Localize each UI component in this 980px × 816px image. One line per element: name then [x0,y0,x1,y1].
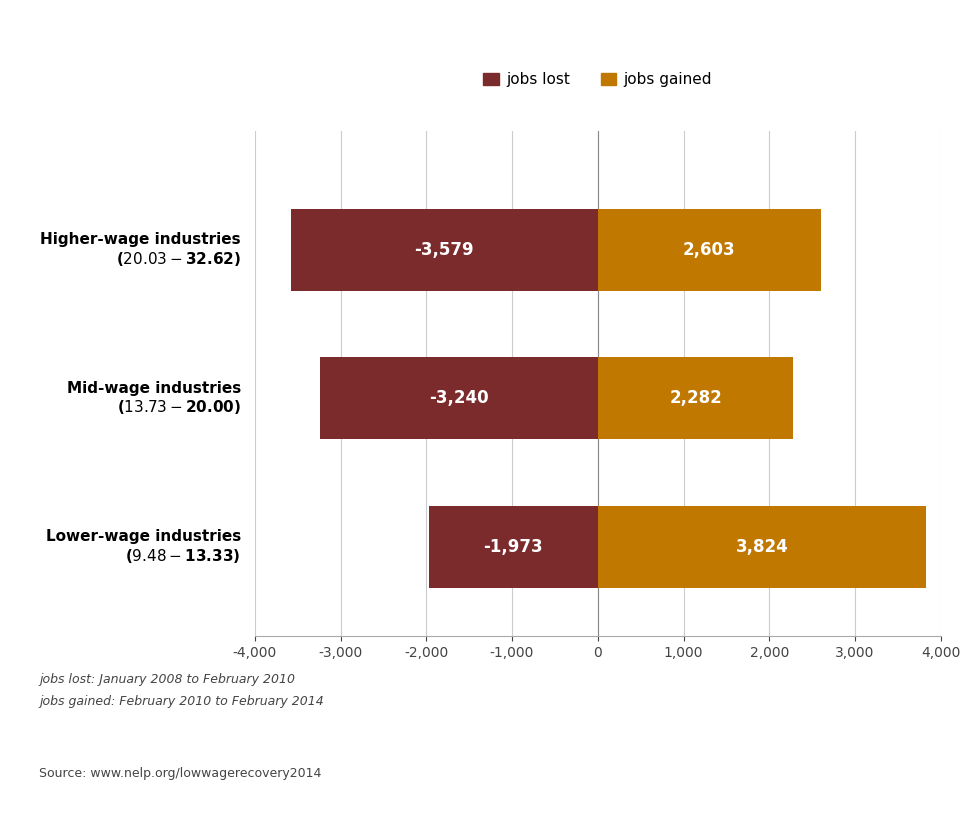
Text: -3,579: -3,579 [415,241,474,259]
Text: -3,240: -3,240 [429,389,489,407]
Text: 2,603: 2,603 [683,241,736,259]
Bar [291,209,598,290]
Bar [428,506,598,588]
Text: -1,973: -1,973 [483,539,543,557]
Bar [319,357,598,439]
Text: Net Change in Private Sector Employment (in thousands): Net Change in Private Sector Employment … [211,21,769,40]
Bar [598,209,821,290]
Bar [598,357,794,439]
Text: 2,282: 2,282 [669,389,722,407]
Text: jobs gained: February 2010 to February 2014: jobs gained: February 2010 to February 2… [39,695,324,708]
Text: Source: www.nelp.org/lowwagerecovery2014: Source: www.nelp.org/lowwagerecovery2014 [39,767,321,780]
Bar [598,506,926,588]
Text: 3,824: 3,824 [735,539,788,557]
Text: jobs lost: January 2008 to February 2010: jobs lost: January 2008 to February 2010 [39,673,295,686]
Legend: jobs lost, jobs gained: jobs lost, jobs gained [483,73,712,87]
